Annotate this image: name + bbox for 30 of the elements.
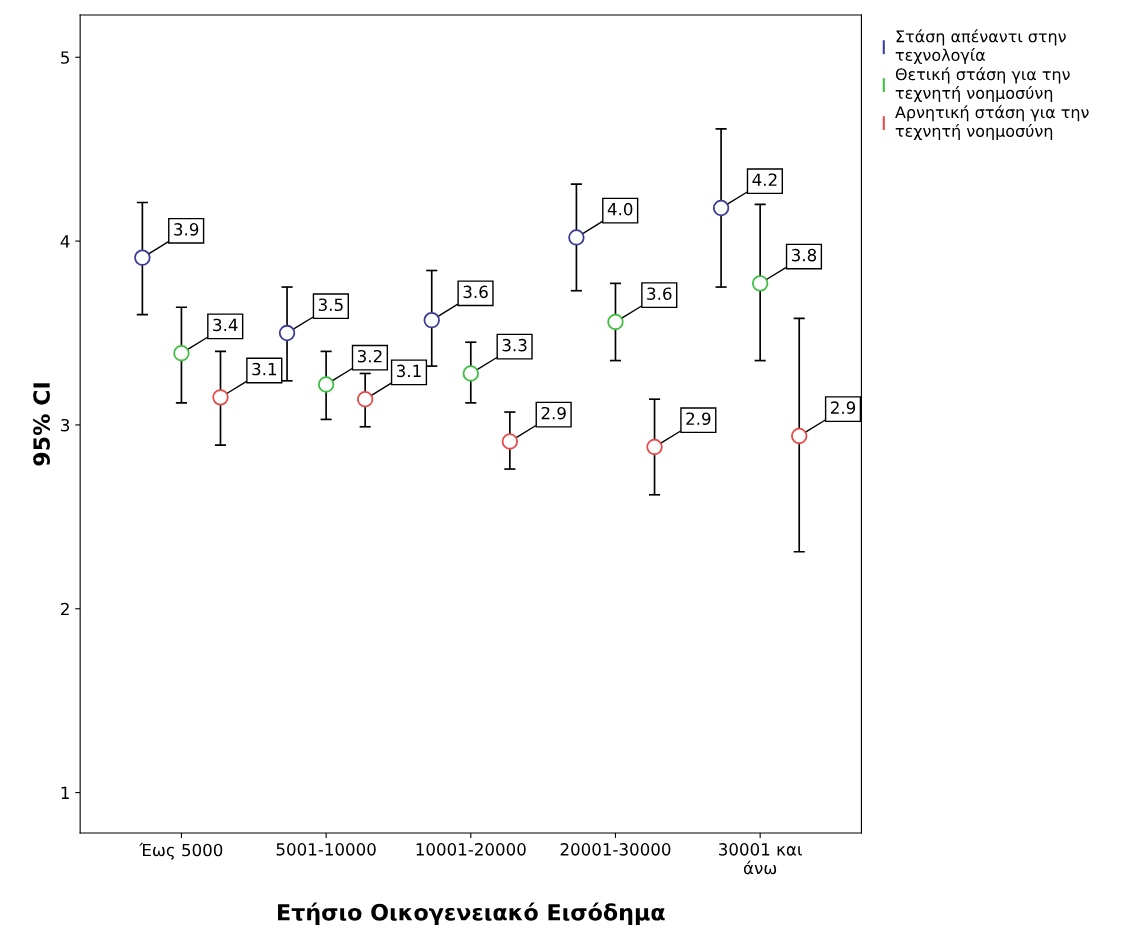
x-tick-label: 20001-30000 <box>560 843 671 856</box>
y-tick-label: 4 <box>60 235 70 248</box>
legend-label: Θετική στάση για την τεχνητή νοημοσύνη <box>895 67 1070 103</box>
data-label: 3.1 <box>397 364 421 378</box>
data-label: 4.0 <box>607 202 633 216</box>
data-label: 4.2 <box>752 173 777 186</box>
x-tick-label: 10001-20000 <box>416 843 526 856</box>
data-label: 3.3 <box>502 338 527 352</box>
data-label: 3.8 <box>791 248 817 262</box>
y-tick-label: 1 <box>61 786 69 799</box>
legend-label: Στάση απέναντι στην τεχνολογία <box>895 29 1066 65</box>
x-tick-label: 5001-10000 <box>276 843 376 856</box>
data-label: 2.9 <box>686 412 711 425</box>
data-label: 3.6 <box>463 285 488 299</box>
data-label: 3.1 <box>252 362 277 376</box>
x-tick-label: 30001 και άνω <box>719 843 802 875</box>
x-axis-title: Ετήσιο Οικογενειακό Εισόδημα <box>278 902 665 925</box>
x-tick-label: Έως 5000 <box>139 842 223 860</box>
y-tick-label: 5 <box>61 51 69 64</box>
data-label: 3.4 <box>213 318 238 332</box>
data-label: 2.9 <box>541 406 566 420</box>
legend-label: Αρνητική στάση για την τεχνητή νοημοσύνη <box>895 105 1089 141</box>
y-tick-label: 2 <box>61 602 69 616</box>
y-tick-label: 3 <box>61 418 70 432</box>
data-label: 3.5 <box>318 298 343 312</box>
data-label: 2.9 <box>830 401 856 414</box>
y-axis-title: 95% CI <box>33 383 50 466</box>
data-label: 3.2 <box>357 349 382 363</box>
data-label: 3.9 <box>174 223 199 236</box>
data-label: 3.6 <box>647 287 672 300</box>
